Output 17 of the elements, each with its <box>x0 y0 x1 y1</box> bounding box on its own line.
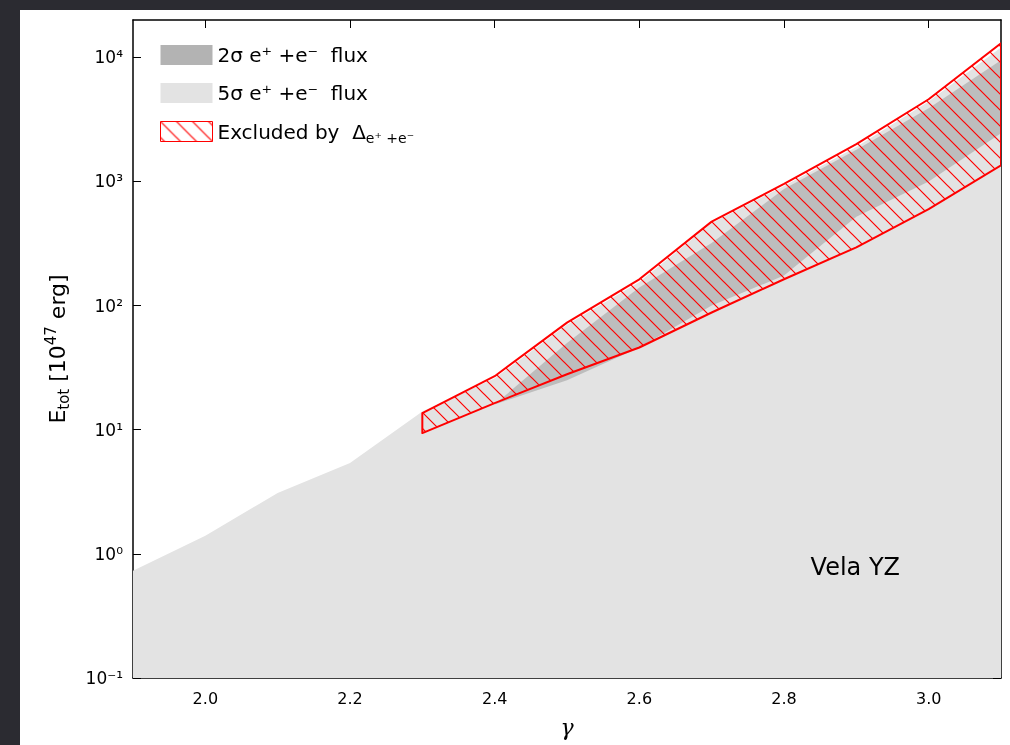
x-tick-label: 2.6 <box>626 688 653 708</box>
y-tick-label: 10⁻¹ <box>85 668 123 688</box>
y-tick-label: 10⁴ <box>94 47 124 68</box>
y-axis-title: Etot [1047 erg] <box>41 274 73 424</box>
legend-label: 2σ e⁺ +e⁻ flux <box>217 43 369 67</box>
x-tick-label: 2.0 <box>192 688 219 708</box>
x-tick-label: 2.2 <box>337 688 363 708</box>
y-tick-label: 10³ <box>94 171 123 192</box>
x-tick-label: 2.4 <box>481 688 508 708</box>
legend-label: 5σ e⁺ +e⁻ flux <box>217 81 369 105</box>
y-tick-label: 10² <box>94 295 123 316</box>
annotation: Vela YZ <box>810 553 901 581</box>
x-axis-title: γ <box>560 714 575 740</box>
x-tick-label: 2.8 <box>771 688 797 708</box>
y-tick-label: 10⁰ <box>94 543 124 564</box>
y-tick-label: 10¹ <box>94 419 123 440</box>
x-tick-label: 3.0 <box>915 688 942 708</box>
